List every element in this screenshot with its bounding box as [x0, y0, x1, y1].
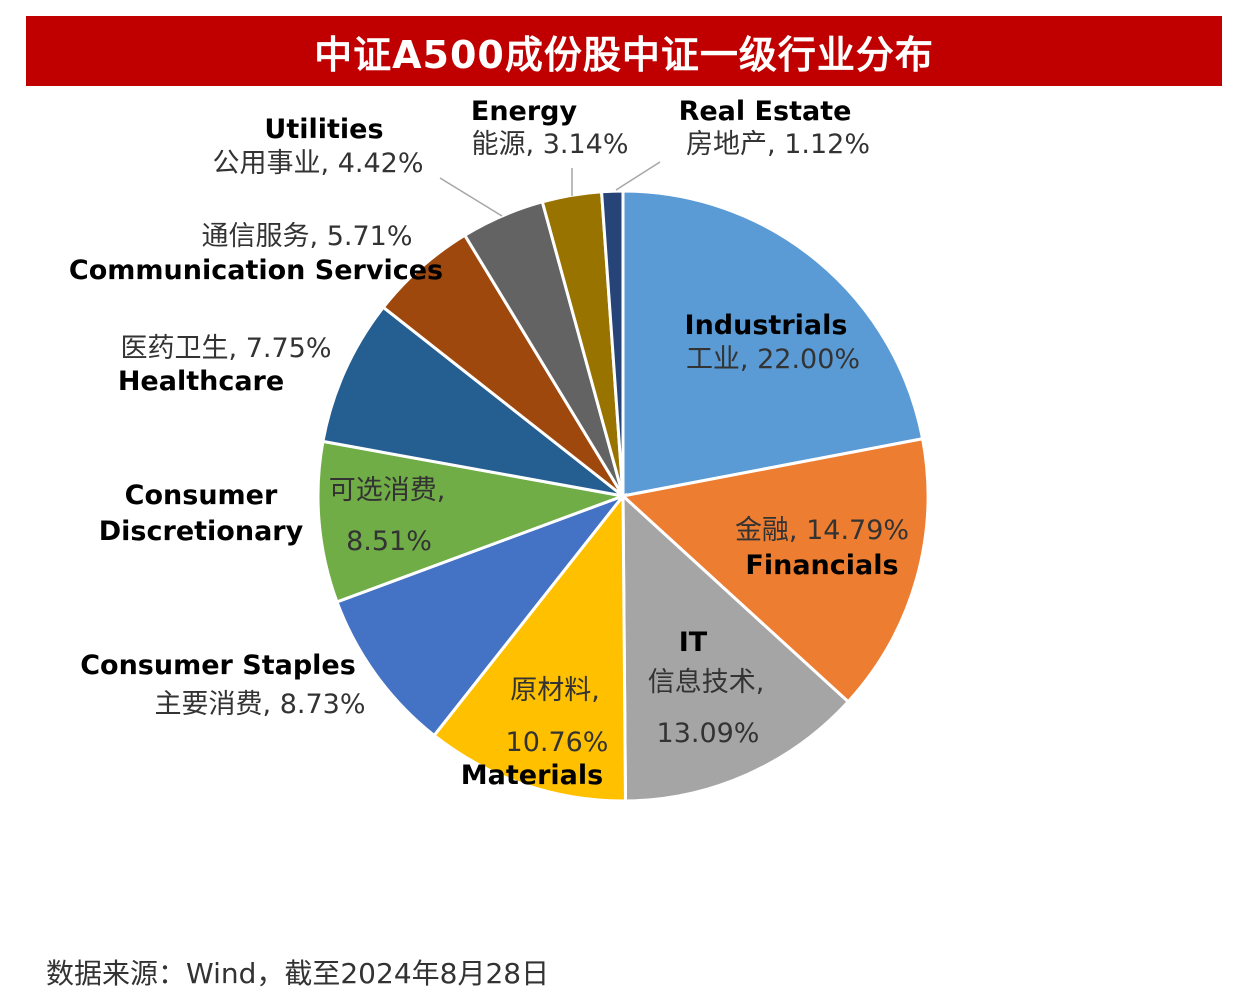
pie-slice-real-estate: [599, 189, 625, 497]
pie-slice-it: [621, 492, 851, 803]
slice-label-en-real-estate: Real Estate: [679, 96, 852, 127]
slice-label-en-consumer-discretionary-line2: Discretionary: [99, 516, 304, 547]
pie-slice-industrials: [621, 189, 925, 498]
pie-slice-healthcare: [321, 305, 624, 498]
chart-title-bar: 中证A500成份股中证一级行业分布: [26, 16, 1222, 86]
slice-label-pct-materials: 10.76%: [506, 727, 609, 758]
slice-label-pct-it: 13.09%: [657, 718, 760, 749]
pie-slice-materials: [432, 491, 628, 803]
slice-label-cn-it: 信息技术,: [648, 667, 765, 698]
slice-label-en-utilities: Utilities: [264, 114, 383, 145]
slice-label-cn-consumer-staples: 主要消费, 8.73%: [155, 689, 366, 720]
slice-label-cn-communication-services: 通信服务, 5.71%: [202, 221, 413, 252]
slice-label-en-healthcare: Healthcare: [118, 366, 284, 397]
slice-label-cn-healthcare: 医药卫生, 7.75%: [121, 333, 332, 364]
pie-slice-financials: [619, 437, 930, 704]
slice-label-en-materials: Materials: [461, 760, 603, 791]
pie-slices: [316, 189, 930, 803]
slice-label-cn-energy: 能源, 3.14%: [472, 129, 629, 160]
slice-label-cn-industrials: 工业, 22.00%: [686, 344, 860, 375]
slice-label-cn-consumer-discretionary: 可选消费,: [329, 475, 446, 506]
slice-label-cn-real-estate: 房地产, 1.12%: [686, 129, 870, 160]
slice-label-cn-utilities: 公用事业, 4.42%: [213, 148, 424, 179]
slice-label-cn-financials: 金融, 14.79%: [735, 515, 909, 546]
leader-line-utilities: [439, 177, 503, 217]
data-source-note: 数据来源：Wind，截至2024年8月28日: [46, 957, 550, 990]
pie-slice-consumer-discretionary: [316, 439, 629, 604]
leader-lines: [439, 161, 661, 217]
slice-label-en-consumer-staples: Consumer Staples: [80, 650, 356, 681]
slice-label-en-energy: Energy: [471, 96, 578, 127]
slice-label-en-consumer-discretionary: Consumer: [125, 480, 278, 511]
pie-slice-consumer-staples: [335, 492, 628, 738]
leader-line-real-estate: [615, 161, 661, 191]
slice-label-en-communication-services: Communication Services: [69, 255, 443, 286]
slice-label-en-financials: Financials: [745, 550, 898, 581]
slice-label-en-it: IT: [679, 627, 708, 658]
slice-label-en-industrials: Industrials: [685, 310, 848, 341]
chart-title: 中证A500成份股中证一级行业分布: [314, 32, 934, 77]
slice-label-cn-materials: 原材料,: [510, 675, 600, 706]
slice-label-pct-consumer-discretionary: 8.51%: [346, 526, 432, 557]
